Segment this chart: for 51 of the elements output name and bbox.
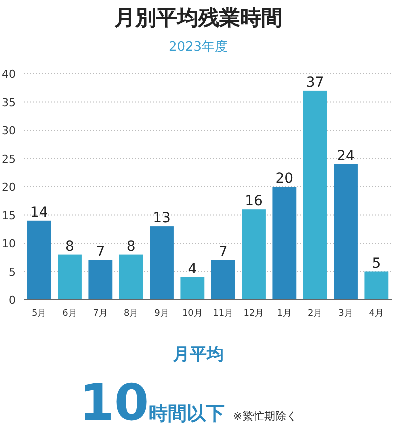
y-tick-label: 0	[9, 294, 16, 307]
x-tick-label: 12月	[244, 309, 264, 319]
data-label: 24	[337, 148, 355, 164]
data-label: 20	[276, 171, 294, 187]
bar	[272, 187, 297, 300]
data-label: 8	[66, 238, 74, 255]
data-label: 37	[306, 74, 324, 91]
x-tick-label: 9月	[154, 309, 170, 319]
x-tick-label: 6月	[62, 309, 78, 319]
x-tick-label: 11月	[213, 309, 234, 319]
x-tick-label: 7月	[93, 309, 108, 319]
y-tick-label: 10	[2, 238, 16, 250]
data-label: 7	[218, 244, 228, 260]
x-tick-label: 8月	[124, 309, 139, 319]
x-tick-label: 4月	[369, 309, 384, 319]
bar	[242, 210, 266, 300]
y-tick-label: 20	[2, 181, 16, 194]
bar	[303, 90, 328, 300]
bar	[150, 226, 174, 300]
chart-subtitle: 2023年度	[168, 39, 228, 55]
data-label: 8	[126, 238, 136, 255]
y-tick-label: 15	[2, 209, 16, 222]
y-tick-label: 5	[9, 266, 16, 279]
text: 10	[80, 374, 150, 424]
x-tick-label: 1月	[277, 309, 292, 319]
data-label: 5	[372, 256, 382, 272]
text: ※繁忙期除く	[233, 410, 298, 423]
x-tick-label: 5月	[32, 309, 47, 319]
data-label: 4	[188, 261, 198, 278]
chart-title: 月別平均残業時間	[114, 6, 282, 30]
bar	[180, 277, 205, 300]
bar	[119, 254, 144, 300]
x-tick-label: 2月	[308, 309, 323, 319]
data-label: 14	[30, 204, 48, 221]
x-tick-label: 3月	[338, 309, 354, 319]
bar	[27, 220, 52, 300]
y-tick-label: 35	[2, 96, 16, 110]
bar	[364, 272, 389, 300]
data-label: 13	[153, 210, 171, 227]
text: 時間以下	[149, 403, 226, 424]
bar	[88, 260, 113, 300]
data-label: 16	[245, 194, 263, 210]
y-tick-label: 25	[2, 152, 16, 166]
y-tick-label: 30	[2, 124, 16, 138]
text: 月平均	[172, 345, 224, 365]
y-tick-label: 40	[2, 68, 16, 81]
bar	[334, 164, 358, 300]
bar	[211, 260, 236, 300]
data-label: 7	[96, 244, 106, 260]
x-tick-label: 10月	[182, 309, 203, 319]
bar	[58, 254, 82, 300]
